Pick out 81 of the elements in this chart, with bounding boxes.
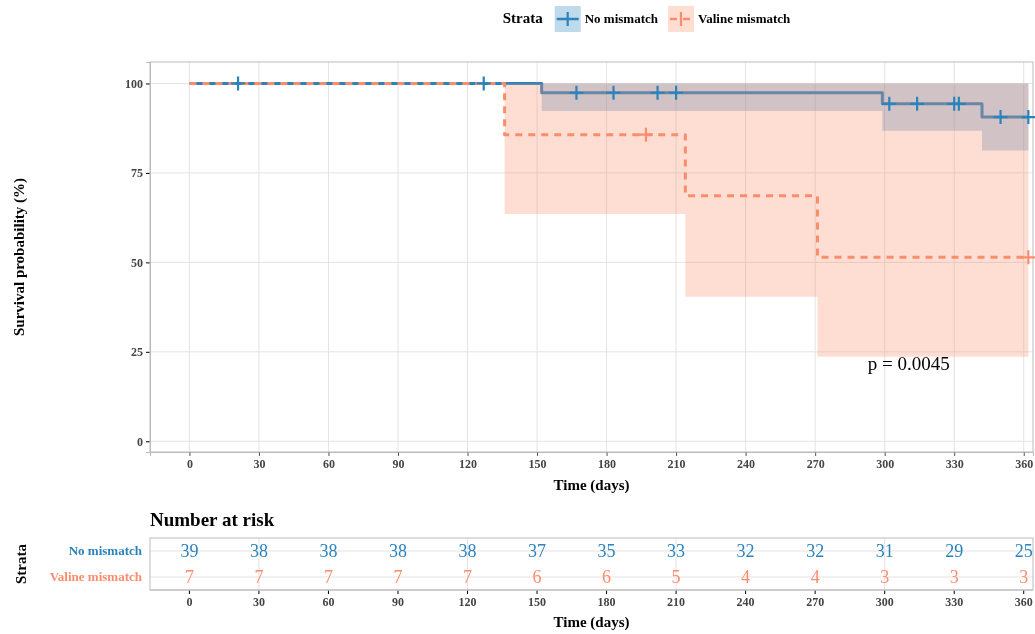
point [637,126,655,143]
x-tick-label: 30 [252,594,265,609]
y-tick-label: No mismatch [68,543,143,558]
data-label: 33 [667,541,686,561]
point [605,84,622,101]
x-tick-label: 330 [945,456,964,471]
point [992,109,1009,126]
x-tick-label: 30 [253,456,266,471]
data-label: 25 [1014,541,1033,561]
x-tick-label: 180 [597,594,616,609]
data-label: 3 [949,567,959,587]
x-tick-label: 300 [875,594,894,609]
point [950,95,967,112]
data-label: 5 [671,567,681,587]
legend-label: No mismatch [584,11,659,26]
data-label: 38 [458,541,477,561]
x-tick-label: 0 [186,456,193,471]
chart-title: Number at risk [150,509,275,530]
data-label: 7 [393,567,403,587]
x-tick-label: 360 [1015,456,1034,471]
y-tick-label: 50 [131,255,143,270]
y-axis-title: Survival probability (%) [11,177,28,337]
x-axis-title: Time (days) [553,614,630,631]
point [568,84,585,101]
point [229,75,247,92]
x-tick-label: 0 [186,594,193,609]
point [909,95,926,112]
data-label: 3 [1019,567,1029,587]
data-label: 4 [810,567,820,587]
x-tick-label: 240 [736,594,755,609]
data-label: 6 [532,567,542,587]
data-label: 35 [597,541,616,561]
x-tick-label: 300 [876,456,895,471]
data-label: 37 [528,541,547,561]
y-tick-label: 100 [125,76,143,91]
annotation: p = 0.0045 [867,352,950,374]
point [1020,249,1035,266]
point [649,84,666,101]
x-tick-label: 60 [322,456,335,471]
point [1020,109,1035,126]
x-tick-label: 120 [459,456,478,471]
data-label: 3 [880,567,890,587]
data-label: 31 [875,541,894,561]
data-label: 4 [741,567,751,587]
data-label: 38 [319,541,338,561]
x-tick-label: 330 [945,594,964,609]
x-tick-label: 60 [322,594,335,609]
y-tick-label: 75 [131,166,143,181]
x-tick-label: 240 [737,456,756,471]
x-tick-label: 150 [528,594,547,609]
x-tick-label: 360 [1014,594,1033,609]
data-label: 7 [323,567,333,587]
data-label: 32 [806,541,825,561]
y-axis-title: Strata [13,543,29,584]
data-label: 32 [736,541,755,561]
point [667,84,685,101]
y-tick-label: 0 [137,434,143,449]
x-tick-label: 270 [806,456,825,471]
legend-title: Strata [502,10,544,26]
x-axis-title: Time (days) [553,477,630,494]
data-label: 7 [463,567,473,587]
x-tick-label: 210 [667,456,686,471]
data-label: 6 [602,567,612,587]
data-label: 7 [254,567,264,587]
data-label: 38 [388,541,407,561]
data-label: 7 [184,567,194,587]
x-tick-label: 120 [458,594,477,609]
x-tick-label: 90 [391,594,404,609]
x-tick-label: 150 [528,456,547,471]
legend-label: Valine mismatch [697,11,792,26]
data-label: 38 [249,541,268,561]
x-tick-label: 210 [667,594,686,609]
point [881,95,898,112]
x-tick-label: 270 [806,594,825,609]
y-tick-label: 25 [131,345,143,360]
data-label: 29 [945,541,964,561]
x-tick-label: 90 [392,456,405,471]
data-label: 39 [180,541,199,561]
y-tick-label: Valine mismatch [49,569,143,584]
point [475,75,492,92]
x-tick-label: 180 [598,456,617,471]
